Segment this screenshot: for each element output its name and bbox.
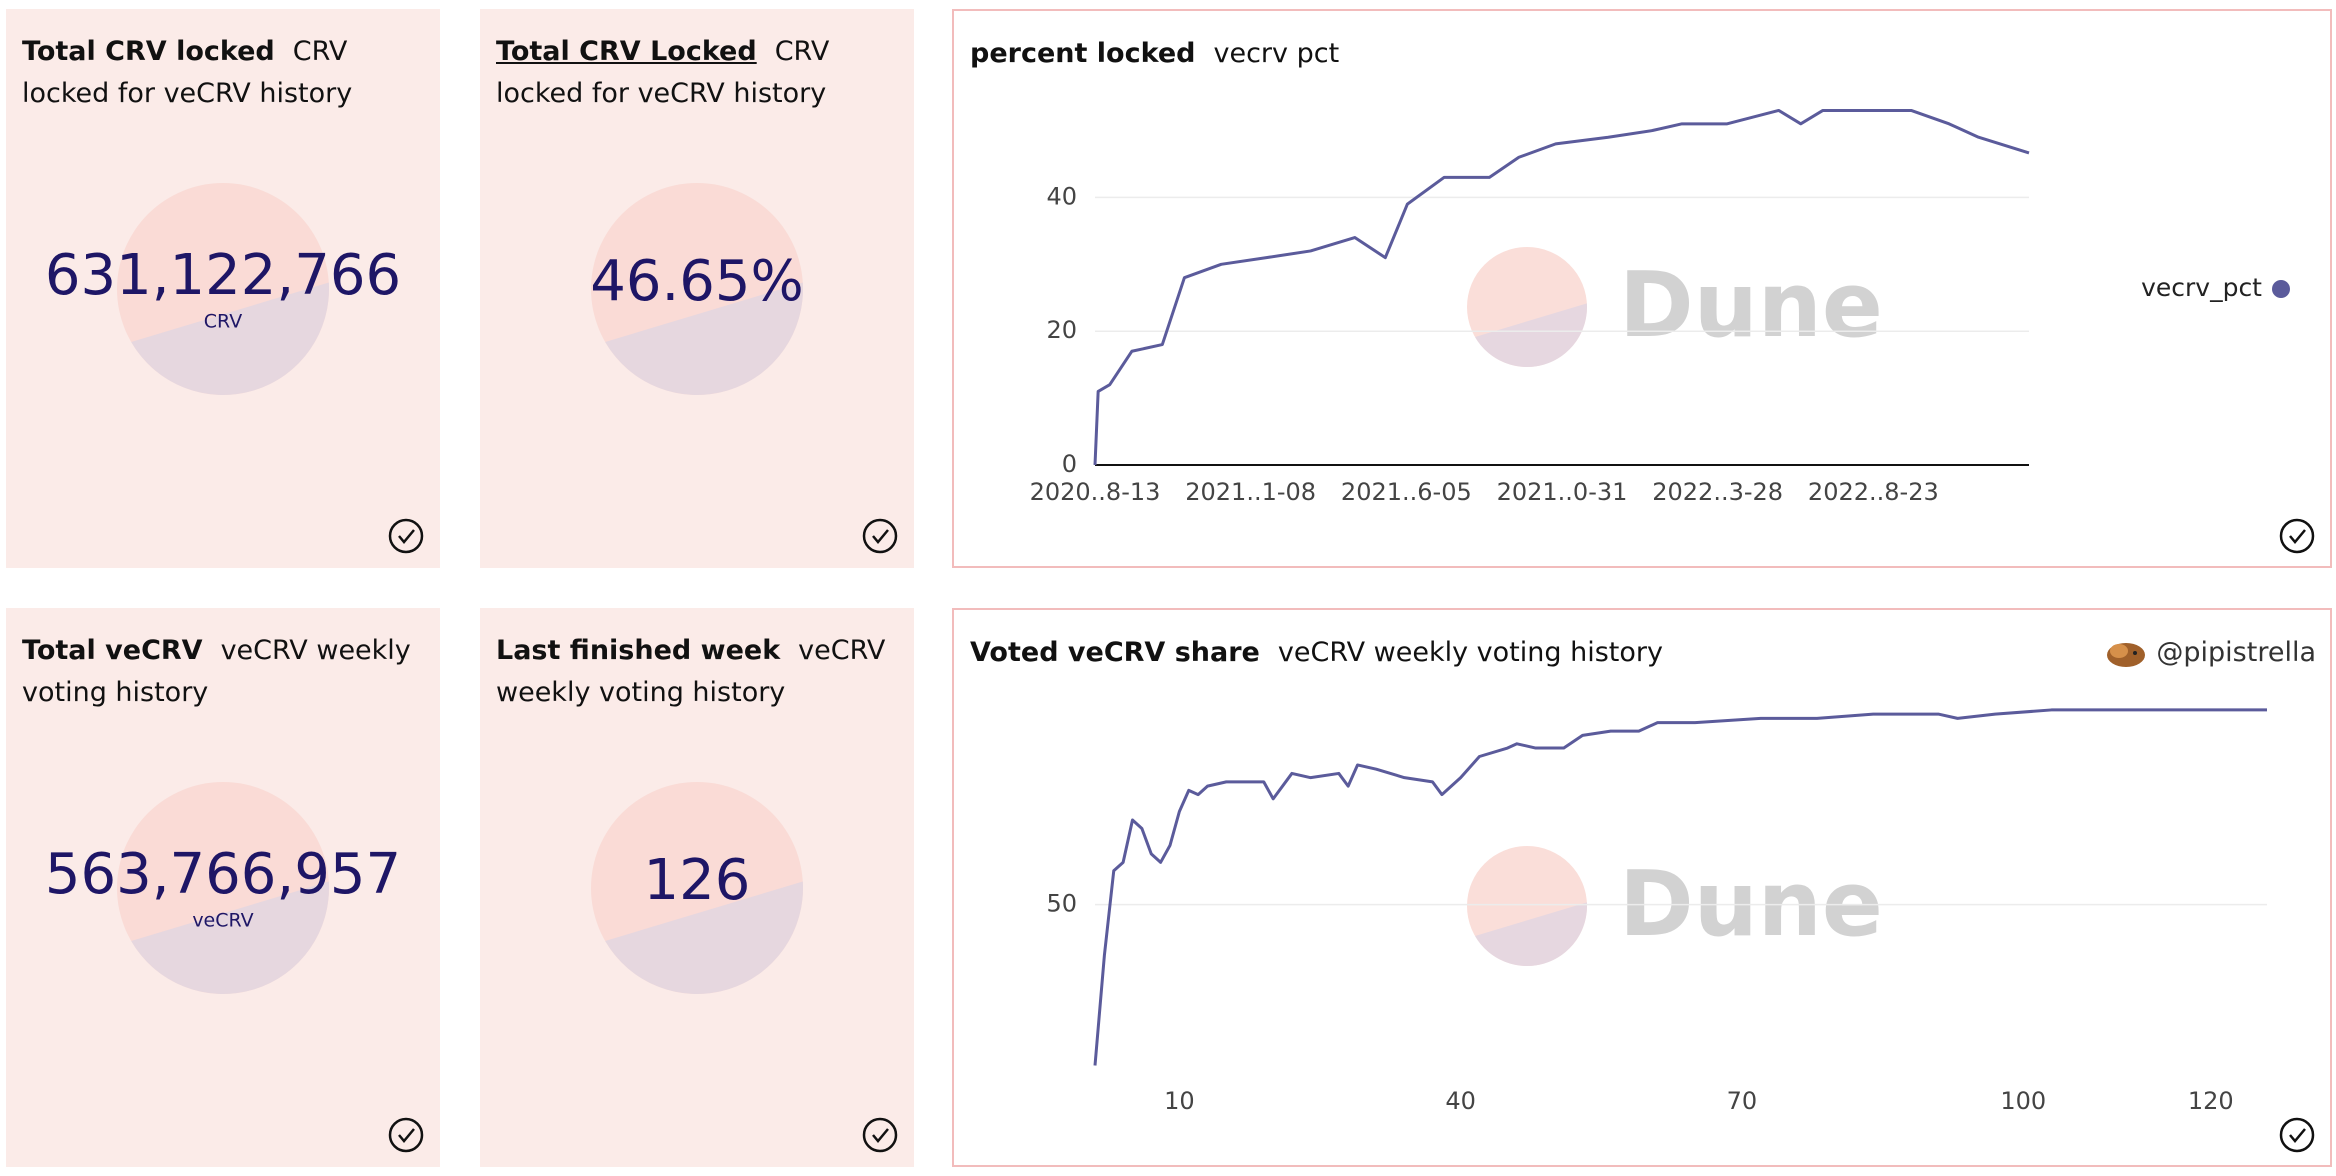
counter-panel: Last finished week veCRV weekly voting hi… [480, 608, 914, 1167]
author-name[interactable]: @pipistrella [2156, 637, 2316, 668]
counter-title[interactable]: Total CRV Locked [496, 36, 757, 67]
counter-subtitle: CRV locked for veCRV history [22, 36, 353, 109]
chart-panel: Voted veCRV share veCRV weekly voting his… [952, 608, 2332, 1167]
chart-header: Voted veCRV share veCRV weekly voting his… [970, 632, 2314, 674]
chart-title: percent locked [970, 38, 1196, 69]
counter-panel: Total veCRV veCRV weekly voting history [6, 608, 440, 1167]
chart-subtitle: vecrv pct [1213, 38, 1340, 69]
counter-panel: Total CRV locked CRV locked for veCRV his… [6, 9, 440, 568]
counter-header: Total CRV Locked CRV locked for veCRV his… [496, 31, 898, 115]
chart-header: percent locked vecrv pct [970, 33, 2314, 75]
counter-header: Total veCRV veCRV weekly voting history [22, 630, 424, 714]
avatar [2107, 642, 2146, 667]
counter-header: Last finished week veCRV weekly voting hi… [496, 630, 898, 714]
counter-subtitle: veCRV weekly voting history [22, 635, 411, 708]
chart-subtitle: veCRV weekly voting history [1277, 637, 1663, 668]
counter-title: Total veCRV [22, 635, 203, 666]
counter-panel: Total CRV Locked CRV locked for veCRV his… [480, 9, 914, 568]
chart-title: Voted veCRV share [970, 637, 1260, 668]
author[interactable]: @pipistrella [2104, 632, 2316, 674]
chart-panel: percent locked vecrv pct [952, 9, 2332, 568]
counter-title: Total CRV locked [22, 36, 275, 67]
counter-subtitle: CRV locked for veCRV history [496, 36, 830, 109]
counter-title: Last finished week [496, 635, 781, 666]
counter-header: Total CRV locked CRV locked for veCRV his… [22, 31, 424, 115]
counter-subtitle: veCRV weekly voting history [496, 635, 886, 708]
